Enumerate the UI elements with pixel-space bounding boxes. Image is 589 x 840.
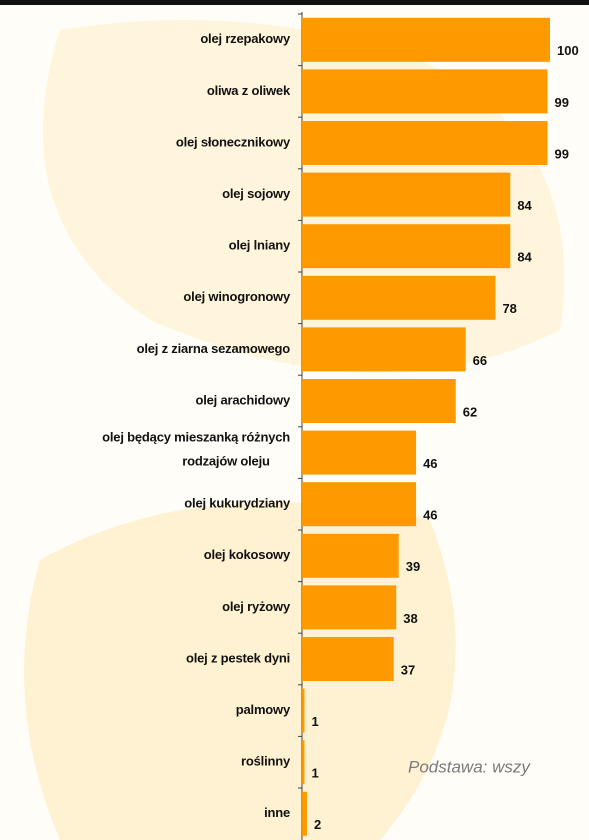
bar (302, 172, 511, 217)
category-label: olej kokosowy (204, 547, 291, 562)
category-label: olej ryżowy (222, 599, 291, 614)
annotation: Podstawa: wszy (408, 757, 531, 776)
bar (302, 275, 496, 320)
value-label: 46 (423, 508, 437, 523)
category-label: olej słonecznikowy (176, 134, 291, 149)
category-label: olej winogronowy (183, 289, 291, 304)
category-label: olej z pestek dyni (186, 650, 290, 665)
category-label: olej kukurydziany (184, 496, 291, 511)
value-label: 1 (311, 766, 318, 781)
bar (302, 791, 307, 836)
bar (302, 224, 511, 269)
bar (302, 379, 456, 423)
value-label: 100 (557, 43, 579, 58)
bar (302, 688, 305, 733)
value-label: 66 (473, 353, 487, 368)
bar (302, 533, 399, 578)
top-bar (0, 0, 589, 5)
value-label: 2 (314, 817, 321, 832)
value-label: 99 (555, 95, 569, 110)
category-label: inne (264, 805, 290, 820)
value-label: 84 (517, 250, 532, 265)
bar (302, 637, 394, 681)
category-label: olej sojowy (222, 186, 291, 201)
bar (302, 327, 466, 372)
value-label: 99 (555, 146, 569, 161)
bar (302, 121, 548, 165)
bar (302, 482, 417, 527)
bar (302, 740, 305, 785)
category-label: roślinny (241, 754, 291, 769)
value-label: 38 (403, 611, 417, 626)
category-label: olej lniany (229, 238, 291, 253)
value-label: 62 (463, 404, 477, 419)
bar (302, 585, 397, 630)
value-label: 1 (311, 714, 318, 729)
bar (302, 69, 548, 114)
bar (302, 430, 417, 475)
value-label: 39 (406, 559, 420, 574)
category-label: olej z ziarna sezamowego (137, 341, 291, 356)
value-label: 46 (423, 456, 437, 471)
bar (302, 17, 550, 62)
value-label: 78 (502, 301, 516, 316)
category-label: palmowy (236, 702, 291, 717)
value-label: 37 (401, 662, 415, 677)
category-label: olej arachidowy (195, 392, 291, 407)
category-label: olej będący mieszanką różnych rodzajów ol… (102, 430, 290, 469)
category-label: olej rzepakowy (200, 31, 291, 46)
category-label: oliwa z oliwek (207, 83, 291, 98)
value-label: 84 (517, 198, 532, 213)
